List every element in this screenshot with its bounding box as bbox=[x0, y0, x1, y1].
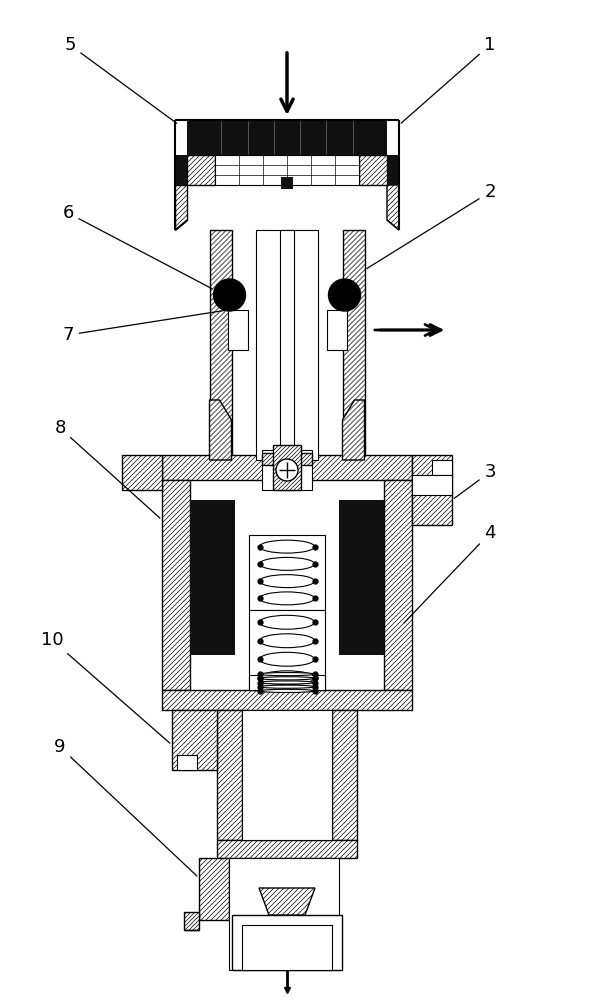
Bar bbox=[256, 230, 318, 460]
Polygon shape bbox=[199, 858, 229, 920]
Polygon shape bbox=[122, 455, 162, 490]
Polygon shape bbox=[259, 888, 315, 915]
Ellipse shape bbox=[260, 671, 314, 685]
Ellipse shape bbox=[260, 689, 314, 692]
Ellipse shape bbox=[260, 557, 314, 570]
Bar bbox=[281, 177, 293, 189]
Bar bbox=[249, 610, 325, 690]
Bar bbox=[280, 230, 294, 490]
Polygon shape bbox=[387, 185, 399, 230]
Bar bbox=[215, 155, 359, 185]
Text: 4: 4 bbox=[404, 524, 496, 623]
Ellipse shape bbox=[260, 652, 314, 666]
Ellipse shape bbox=[260, 634, 314, 648]
Bar bbox=[175, 155, 187, 185]
Polygon shape bbox=[210, 230, 232, 460]
Bar bbox=[232, 915, 342, 970]
Polygon shape bbox=[332, 710, 357, 840]
Polygon shape bbox=[210, 400, 232, 460]
Circle shape bbox=[328, 279, 361, 311]
Bar bbox=[262, 450, 312, 490]
Ellipse shape bbox=[260, 540, 314, 553]
Bar bbox=[327, 310, 346, 350]
Text: 6: 6 bbox=[62, 204, 212, 289]
Bar bbox=[432, 460, 452, 475]
Polygon shape bbox=[262, 453, 312, 465]
Polygon shape bbox=[187, 155, 215, 185]
Text: 1: 1 bbox=[401, 36, 495, 123]
Polygon shape bbox=[343, 230, 365, 460]
Bar bbox=[242, 925, 332, 970]
Ellipse shape bbox=[260, 685, 314, 688]
Text: 7: 7 bbox=[62, 310, 225, 344]
Bar bbox=[228, 310, 248, 350]
Polygon shape bbox=[384, 480, 412, 690]
Ellipse shape bbox=[260, 673, 314, 676]
Bar bbox=[229, 858, 339, 970]
Polygon shape bbox=[184, 912, 199, 930]
Bar bbox=[249, 675, 325, 690]
Bar bbox=[190, 500, 235, 655]
Bar bbox=[187, 120, 387, 155]
Polygon shape bbox=[162, 480, 190, 690]
Text: 2: 2 bbox=[367, 183, 496, 269]
Ellipse shape bbox=[260, 575, 314, 588]
Polygon shape bbox=[359, 155, 387, 185]
Ellipse shape bbox=[260, 677, 314, 680]
Text: 10: 10 bbox=[40, 631, 170, 743]
Ellipse shape bbox=[260, 681, 314, 684]
Circle shape bbox=[276, 459, 298, 481]
Polygon shape bbox=[162, 455, 412, 480]
Bar bbox=[387, 155, 399, 185]
Polygon shape bbox=[343, 400, 365, 460]
Polygon shape bbox=[217, 840, 357, 858]
Bar bbox=[412, 475, 452, 495]
Ellipse shape bbox=[260, 615, 314, 629]
Polygon shape bbox=[162, 690, 412, 710]
Polygon shape bbox=[412, 455, 452, 525]
Text: 9: 9 bbox=[54, 738, 197, 876]
Circle shape bbox=[213, 279, 245, 311]
Ellipse shape bbox=[260, 592, 314, 605]
Polygon shape bbox=[175, 185, 187, 230]
Text: 5: 5 bbox=[64, 36, 177, 123]
Polygon shape bbox=[273, 445, 301, 490]
Bar bbox=[177, 755, 197, 770]
Text: 8: 8 bbox=[54, 419, 160, 518]
Bar bbox=[249, 535, 325, 610]
Bar bbox=[242, 710, 332, 840]
Polygon shape bbox=[217, 710, 242, 840]
Polygon shape bbox=[172, 710, 217, 770]
Bar bbox=[339, 500, 384, 655]
Text: 3: 3 bbox=[454, 463, 496, 498]
